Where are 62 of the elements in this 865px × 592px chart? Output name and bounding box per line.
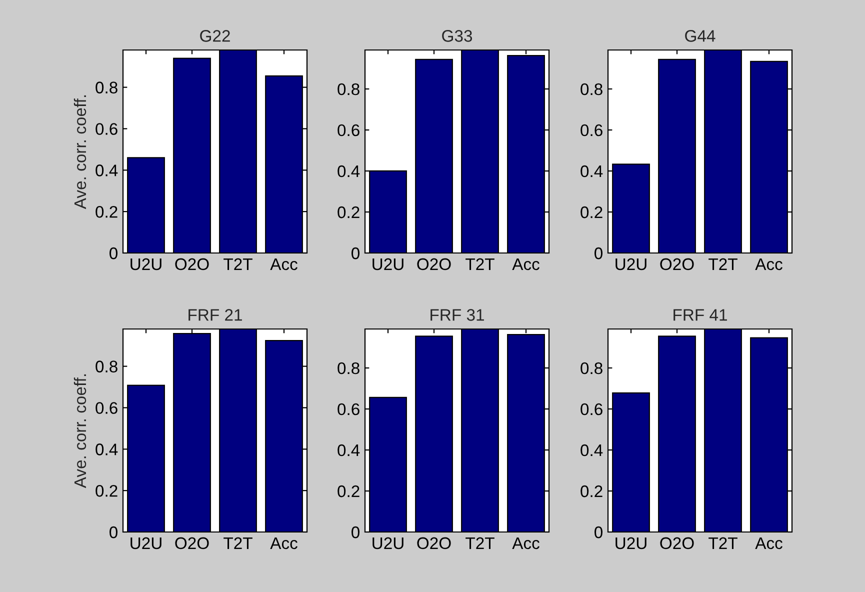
y-tick-label: 0.2: [96, 484, 118, 497]
x-tick-label: T2T: [224, 258, 252, 270]
y-tick-label: 0.8: [338, 83, 360, 96]
x-tick-label: U2U: [616, 537, 646, 550]
y-tick-label: 0.4: [338, 165, 360, 178]
y-tick-label: 0: [352, 526, 360, 538]
y-tick-label: 0.2: [96, 206, 118, 218]
x-tick-label: Acc: [512, 258, 540, 270]
y-tick-label: 0: [110, 526, 118, 538]
chart-title: G44: [685, 30, 716, 42]
x-tick-label: T2T: [708, 537, 738, 549]
x-tick-label: O2O: [660, 537, 694, 550]
chart-title: G33: [442, 30, 472, 42]
y-tick-label: 0.6: [338, 124, 360, 136]
y-tick-label: 0.6: [96, 123, 118, 135]
x-tick-label: T2T: [708, 258, 738, 270]
chart-title: FRF 21: [188, 309, 242, 321]
y-tick-label: 0.6: [580, 124, 602, 136]
y-tick-label: 0.4: [580, 165, 603, 178]
y-tick-label: 0: [594, 526, 602, 538]
x-tick-label: Acc: [755, 537, 782, 550]
y-tick-label: 0.8: [96, 82, 118, 94]
y-axis-title: Ave. corr. coeff.: [74, 95, 86, 210]
x-tick-label: U2U: [372, 258, 404, 270]
y-tick-label: 0.4: [96, 444, 118, 456]
x-tick-label: T2T: [466, 258, 494, 270]
x-tick-label: Acc: [755, 258, 782, 270]
x-tick-label: Acc: [270, 537, 298, 550]
x-tick-label: U2U: [130, 537, 162, 550]
y-tick-label: 0: [110, 247, 118, 260]
x-tick-label: T2T: [224, 537, 252, 549]
chart-title: FRF 31: [430, 309, 484, 321]
x-tick-label: T2T: [466, 537, 494, 549]
x-tick-label: O2O: [417, 537, 451, 550]
x-tick-label: Acc: [270, 258, 298, 270]
x-tick-label: Acc: [512, 537, 540, 550]
y-tick-label: 0: [594, 247, 602, 260]
y-tick-label: 0.4: [580, 444, 603, 456]
y-tick-label: 0.2: [338, 485, 360, 498]
x-tick-label: U2U: [372, 537, 404, 550]
y-tick-label: 0.2: [338, 206, 360, 218]
y-tick-label: 0.2: [580, 485, 602, 498]
chart-title: G22: [200, 30, 230, 42]
y-tick-label: 0.4: [96, 164, 118, 176]
y-tick-label: 0.6: [580, 403, 602, 416]
y-tick-label: 0.8: [580, 362, 602, 374]
x-tick-label: O2O: [175, 258, 209, 270]
x-tick-label: O2O: [417, 258, 451, 270]
y-tick-label: 0.4: [338, 444, 360, 456]
x-tick-label: O2O: [175, 537, 209, 550]
y-tick-label: 0.8: [338, 362, 360, 374]
x-tick-label: U2U: [130, 258, 162, 270]
chart-title: FRF 41: [674, 309, 727, 321]
y-tick-label: 0: [352, 247, 360, 260]
x-tick-label: O2O: [660, 258, 694, 270]
y-tick-label: 0.8: [96, 360, 118, 372]
y-tick-label: 0.6: [96, 402, 118, 414]
x-tick-label: U2U: [616, 258, 646, 270]
y-axis-title: Ave. corr. coeff.: [74, 374, 86, 488]
y-tick-label: 0.6: [338, 403, 360, 416]
y-tick-label: 0.2: [580, 206, 602, 218]
y-tick-label: 0.8: [580, 83, 602, 96]
